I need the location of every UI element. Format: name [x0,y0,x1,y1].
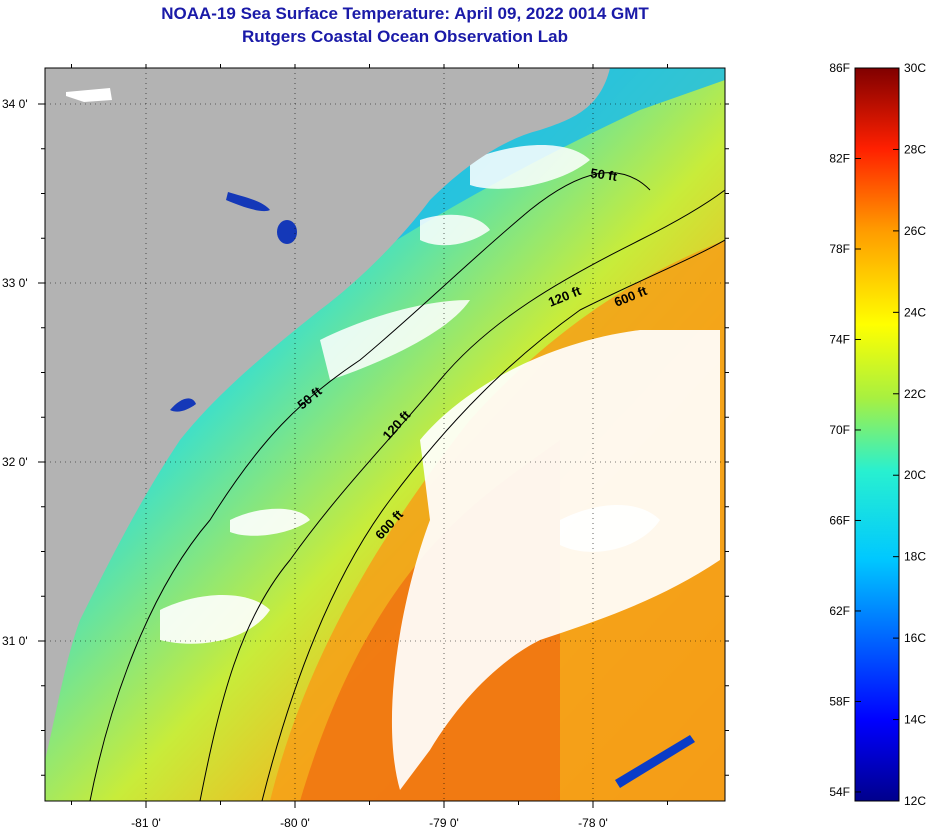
colorbar-label-f: 62F [829,604,850,618]
colorbar-label-f: 78F [829,242,850,256]
axis-ticks [38,64,729,808]
colorbar-label-c: 22C [904,387,926,401]
lon-tick-label: -78 0' [578,816,608,830]
colorbar-label-c: 16C [904,631,926,645]
colorbar-label-f: 86F [829,61,850,75]
map-title: NOAA-19 Sea Surface Temperature: April 0… [161,4,649,23]
colorbar-label-c: 26C [904,224,926,238]
lat-tick-label: 34 0' [2,97,28,111]
lat-tick-label: 31 0' [2,634,28,648]
lon-tick-label: -79 0' [429,816,459,830]
lat-tick-label: 32 0' [2,455,28,469]
axis-labels: -81 0' -80 0' -79 0' -78 0' 34 0' 33 0' 32 0' 3… [2,97,608,830]
map-frame [44,67,726,802]
colorbar-label-f: 66F [829,513,850,527]
colorbar-label-c: 18C [904,550,926,564]
lon-tick-label: -80 0' [280,816,310,830]
colorbar-label-f: 58F [829,694,850,708]
contour-600ft [261,239,725,801]
land-mass [45,68,610,760]
cloud-mask [160,145,720,790]
land-cloud-patch [66,88,112,102]
graticule [45,68,725,801]
lon-tick-label: -81 0' [131,816,161,830]
contour-label-50ft-north: 50 ft [589,165,618,184]
contour-120ft [199,189,725,801]
colorbar-label-f: 74F [829,332,850,346]
lat-tick-label: 33 0' [2,276,28,290]
depth-contours [89,172,725,801]
colorbar-ramp [854,67,900,802]
colorbar-label-c: 28C [904,142,926,156]
contour-50ft [89,172,651,801]
colorbar-label-c: 14C [904,713,926,727]
map-area: 50 ft 50 ft 120 ft 120 ft 600 ft 600 ft [45,68,725,801]
inland-water [170,192,297,412]
colorbar-label-f: 70F [829,423,850,437]
colorbar-label-c: 12C [904,794,926,808]
colorbar-label-c: 24C [904,305,926,319]
colorbar-label-f: 82F [829,151,850,165]
cold-streak [615,735,695,788]
colorbar-label-f: 54F [829,785,850,799]
colorbar: 30C 28C 26C 24C 22C 20C 18C 16C 14C 12C 86F 82F 78F 7… [829,61,926,808]
colorbar-label-c: 20C [904,468,926,482]
map-subtitle: Rutgers Coastal Ocean Observation Lab [242,27,568,46]
colorbar-label-c: 30C [904,61,926,75]
